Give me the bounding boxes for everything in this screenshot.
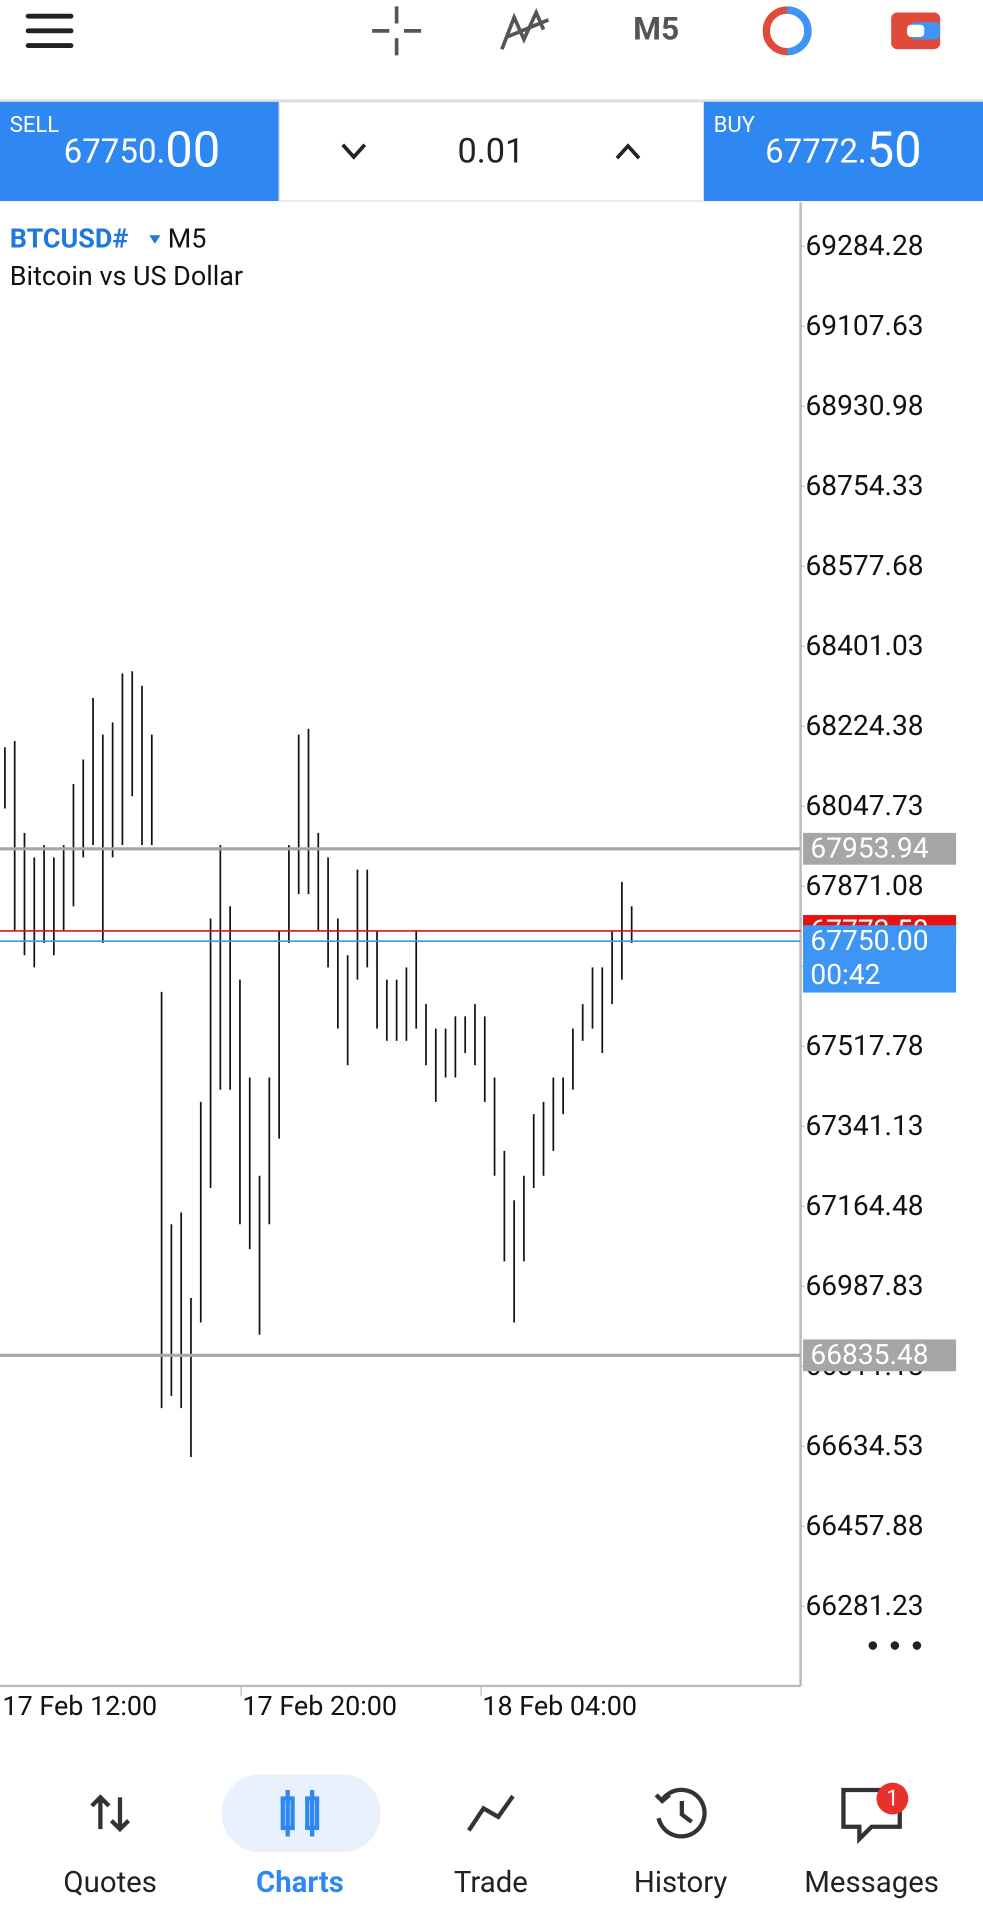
bid-label-box [803, 925, 957, 993]
price-chart[interactable]: 69284.28 69107.63 68930.98 68754.33 68577.68… [0, 229, 957, 1722]
symbol-description: Bitcoin vs US Dollar [10, 260, 243, 292]
badge-count: 1 [886, 1787, 898, 1812]
volume-value[interactable]: 0.01 [457, 131, 524, 171]
buy-price-tail: 50 [867, 121, 922, 178]
bar-countdown: 00:42 [810, 958, 880, 991]
y-tick-label: 66281.23 [805, 1589, 923, 1622]
sell-price-tail: 00 [165, 121, 220, 178]
x-tick-label: 18 Feb 04:00 [482, 1690, 637, 1722]
nav-label[interactable]: Charts [256, 1866, 344, 1900]
x-tick-label: 17 Feb 12:00 [2, 1690, 157, 1722]
y-tick-label: 67517.78 [805, 1029, 923, 1062]
active-tab-highlight [221, 1774, 381, 1853]
sell-button[interactable]: SELL 67750.00 [0, 101, 280, 202]
y-tick-label: 68577.68 [805, 549, 923, 582]
trade-tab-icon[interactable] [467, 1794, 515, 1832]
charts-icon[interactable] [280, 1789, 320, 1837]
y-tick-label: 69284.28 [805, 229, 923, 262]
nav-label[interactable]: Trade [454, 1866, 528, 1900]
bid-label: 67750.00 [810, 924, 928, 957]
y-tick-label: 67871.08 [805, 869, 923, 902]
y-tick-label: 66457.88 [805, 1509, 923, 1542]
trade-icon[interactable] [891, 12, 941, 50]
x-tick-label: 17 Feb 20:00 [242, 1690, 397, 1722]
more-menu[interactable] [868, 1641, 922, 1650]
buy-price: 67772.50 [765, 121, 922, 178]
y-tick-label: 69107.63 [805, 309, 923, 342]
y-tick-label: 67341.13 [805, 1109, 923, 1142]
chart-timeframe: M5 [168, 222, 207, 254]
objects-icon[interactable] [762, 6, 812, 56]
sell-price: 67750.00 [64, 121, 221, 178]
y-tick-label: 66987.83 [805, 1269, 923, 1302]
crosshair-icon[interactable] [372, 6, 422, 56]
level-label-box [803, 832, 957, 865]
nav-label[interactable]: History [634, 1866, 728, 1900]
y-tick-label: 68047.73 [805, 789, 923, 822]
volume-decrease[interactable] [341, 143, 367, 160]
y-tick-label: 67164.48 [805, 1189, 923, 1222]
indicators-icon[interactable] [500, 7, 550, 50]
y-tick-label: 68401.03 [805, 629, 923, 662]
level-label: 66835.48 [810, 1338, 928, 1371]
y-tick-label: 68930.98 [805, 389, 923, 422]
symbol-name[interactable]: BTCUSD# [10, 222, 129, 254]
buy-label: BUY [714, 113, 756, 138]
level-label: 67953.94 [810, 831, 928, 864]
sell-label: SELL [10, 113, 59, 138]
messages-badge [876, 1782, 909, 1815]
nav-label[interactable]: Quotes [63, 1866, 156, 1900]
symbol-dropdown[interactable] [149, 235, 161, 244]
timeframe-button[interactable]: M5 [633, 9, 679, 47]
y-tick-label: 66634.53 [805, 1429, 923, 1462]
nav-label[interactable]: Messages [804, 1866, 939, 1900]
volume-increase[interactable] [615, 143, 641, 160]
history-icon[interactable] [654, 1787, 707, 1839]
buy-button[interactable]: BUY 67772.50 [703, 101, 983, 202]
level-label-box [803, 1339, 957, 1372]
hamburger-menu[interactable] [25, 13, 74, 49]
buy-price-main: 67772. [765, 132, 867, 171]
y-tick-label: 68224.38 [805, 709, 923, 742]
sell-price-main: 67750. [64, 132, 166, 171]
y-tick-label: 68754.33 [805, 469, 923, 502]
quotes-icon[interactable] [90, 1794, 131, 1833]
